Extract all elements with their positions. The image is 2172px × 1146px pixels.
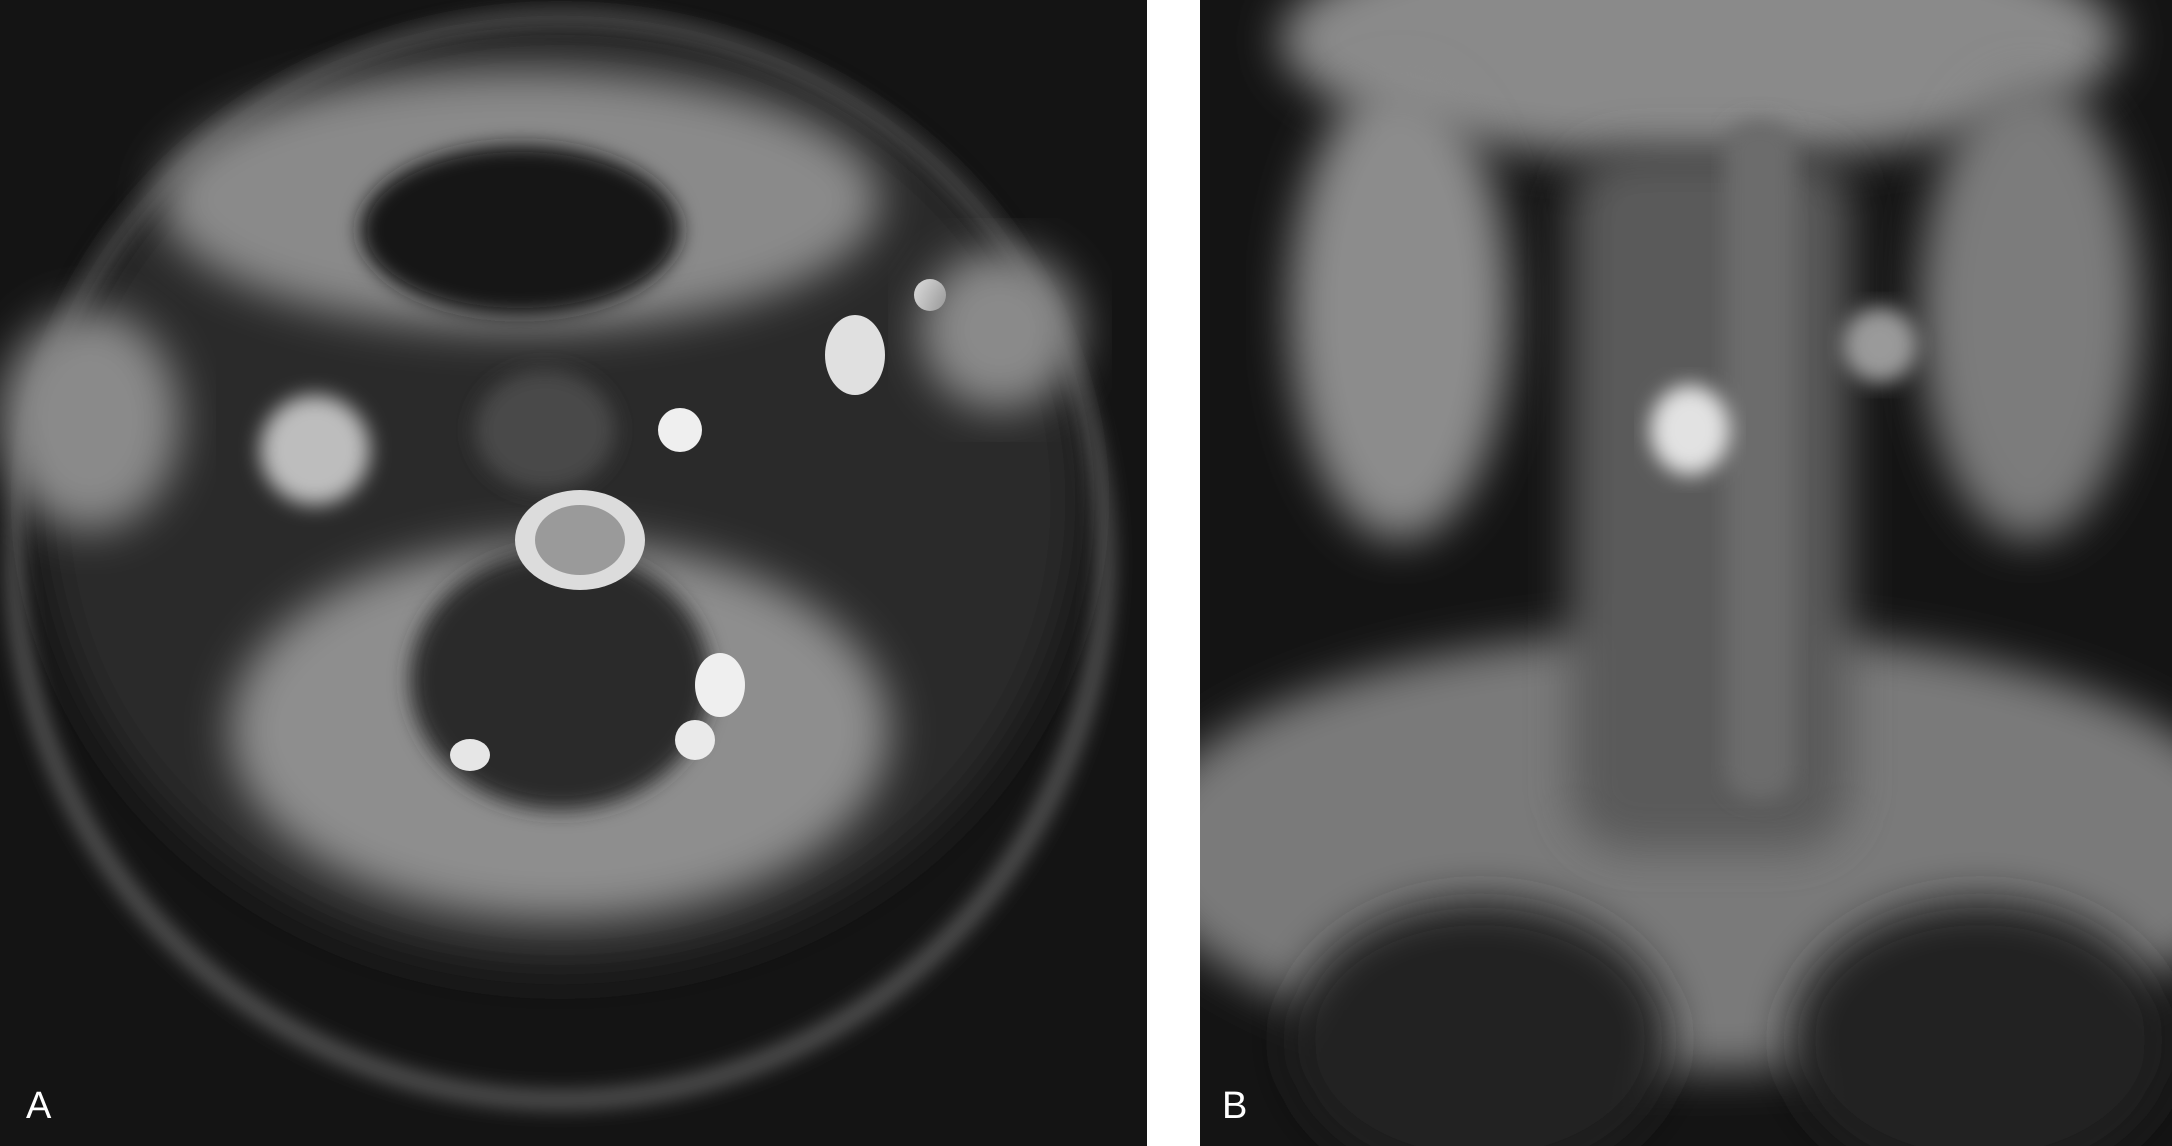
parotid-left	[1290, 80, 1510, 540]
mass	[1650, 385, 1730, 475]
lateral-tissue	[920, 250, 1080, 410]
vessel	[450, 739, 490, 771]
spinal-cord	[535, 505, 625, 575]
panel-a: A	[0, 0, 1147, 1146]
panel-label: A	[26, 1085, 52, 1127]
vertebral-body	[475, 370, 615, 490]
skin-ring	[8, 13, 1112, 1107]
vessel	[675, 720, 715, 760]
neck	[1570, 150, 1850, 850]
mass	[260, 395, 370, 505]
airway	[360, 145, 680, 315]
lung-left	[1290, 900, 1670, 1146]
panel-b: B	[1200, 0, 2172, 1146]
vessel	[825, 315, 885, 395]
node	[1842, 307, 1918, 383]
parotid-right	[1920, 80, 2140, 540]
spinal-cord	[1725, 120, 1795, 800]
posterior-dark	[410, 550, 710, 810]
lateral-tissue	[0, 310, 180, 530]
panel-label: B	[1222, 1085, 1247, 1127]
lung-right	[1790, 900, 2170, 1146]
vessel	[695, 653, 745, 717]
vessel	[658, 408, 702, 452]
skull-base	[1280, 0, 2120, 160]
